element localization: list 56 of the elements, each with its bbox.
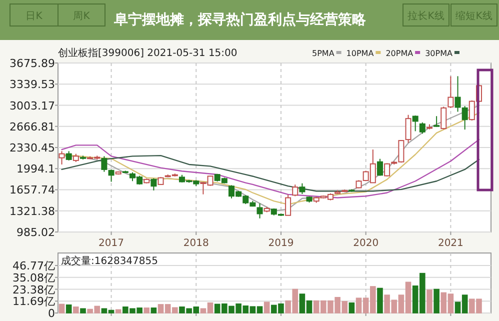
candlestick bbox=[434, 116, 440, 128]
bar bbox=[264, 302, 270, 314]
y-tick-label: 46.77亿 bbox=[12, 260, 55, 273]
y-tick-label: 3339.53 bbox=[10, 78, 55, 92]
x-tick-label: 2018 bbox=[183, 238, 209, 249]
candlestick bbox=[384, 162, 390, 177]
legend-label: 20PMA bbox=[386, 49, 414, 58]
y-tick-label: 23.38亿 bbox=[12, 283, 55, 296]
y-tick-label: 3003.17 bbox=[10, 99, 55, 112]
y-tick-label: 985.02 bbox=[16, 226, 55, 239]
legend-label: 30PMA bbox=[425, 49, 453, 58]
candlestick bbox=[256, 202, 263, 219]
x-tick-label: 2017 bbox=[98, 238, 124, 249]
candlestick bbox=[108, 169, 114, 182]
x-tick-label: 2019 bbox=[268, 238, 294, 249]
annotation: 成交量:1628347855 bbox=[61, 255, 158, 267]
x-tick-label: 2021 bbox=[438, 238, 464, 249]
candlestick bbox=[150, 178, 157, 191]
bar bbox=[66, 304, 72, 314]
y-tick-label: 1321.38 bbox=[10, 204, 55, 218]
candlestick bbox=[405, 114, 412, 144]
bar bbox=[144, 308, 150, 314]
bar bbox=[377, 288, 383, 314]
chart-title: 阜宁摆地摊，探寻热门盈利点与经营策略 bbox=[113, 11, 367, 28]
bar bbox=[73, 306, 79, 314]
bar bbox=[434, 288, 440, 314]
candlestick bbox=[292, 184, 298, 197]
y-tick-label: 0 bbox=[48, 307, 55, 320]
line-series bbox=[61, 138, 480, 198]
y-tick-label: 35.08亿 bbox=[12, 271, 55, 284]
candlestick bbox=[419, 122, 426, 134]
bar bbox=[150, 308, 157, 314]
x-tick-label: 2020 bbox=[353, 238, 379, 249]
bar bbox=[58, 304, 65, 314]
y-tick-label: 1657.74 bbox=[10, 184, 55, 197]
y-tick-label: 11.69亿 bbox=[12, 295, 55, 308]
candlestick bbox=[376, 158, 383, 176]
bar bbox=[348, 302, 355, 314]
candlestick bbox=[285, 194, 292, 216]
legend-label: 5PMA bbox=[312, 49, 335, 58]
line-series bbox=[61, 154, 480, 192]
y-tick-label: 2666.81 bbox=[10, 120, 55, 134]
y-tick-label: 3675.89 bbox=[10, 57, 55, 70]
legend-label: 10PMA bbox=[346, 49, 374, 58]
candlestick bbox=[412, 115, 418, 132]
bar bbox=[426, 290, 432, 314]
candlestick bbox=[299, 182, 306, 195]
y-tick-label: 2330.45 bbox=[10, 142, 55, 154]
text: 创业板指[399006] 2021-05-31 15:00 bbox=[58, 47, 238, 59]
bar bbox=[80, 308, 86, 314]
candlestick bbox=[440, 106, 447, 130]
candlestick bbox=[66, 150, 72, 161]
candlestick bbox=[448, 76, 454, 108]
bar bbox=[115, 309, 122, 314]
candlestick bbox=[101, 156, 108, 172]
y-tick-label: 1994.1 bbox=[16, 162, 55, 176]
